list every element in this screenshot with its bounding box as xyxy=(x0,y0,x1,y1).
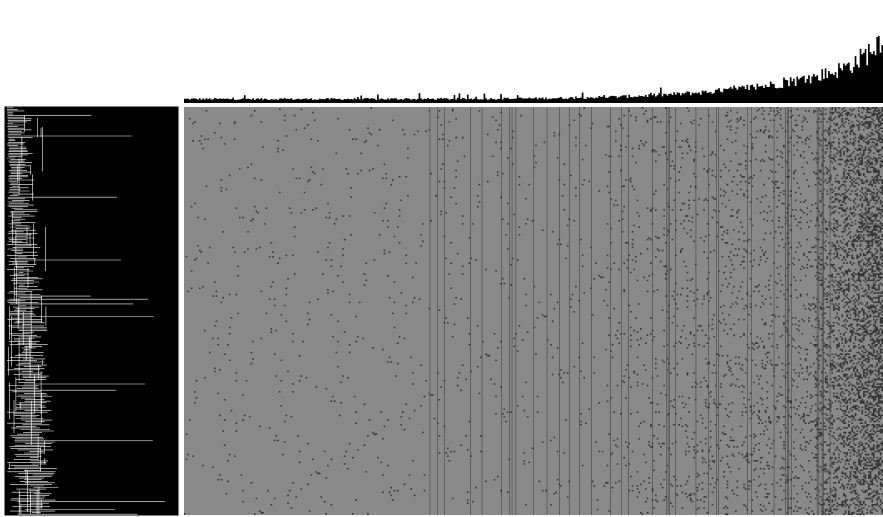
dendrogram-outer-border xyxy=(4,106,179,516)
row-dendrogram xyxy=(4,106,179,516)
top-frequency-histogram xyxy=(184,35,883,103)
histogram-bars xyxy=(184,35,883,103)
dendrogram-branch-lines xyxy=(7,107,165,515)
histogram-baseline xyxy=(184,103,883,105)
dendrogram-branches xyxy=(7,107,165,515)
occurrence-heatmap-matrix xyxy=(184,107,883,515)
